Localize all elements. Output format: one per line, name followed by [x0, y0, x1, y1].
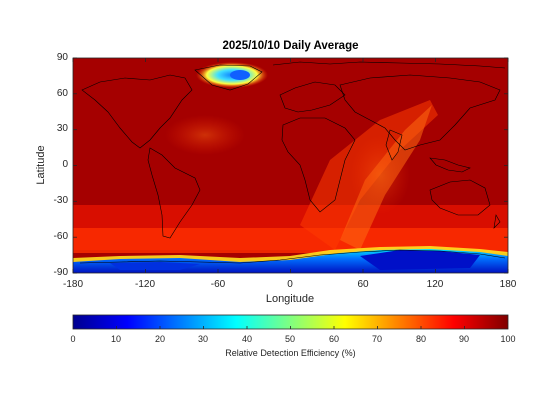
x-tick-label: -120: [134, 279, 155, 290]
x-tick-marks: [72, 58, 509, 273]
y-axis-label: Latitude: [35, 145, 47, 185]
colorbar: [73, 315, 508, 329]
colorbar-tick-label: 0: [70, 334, 76, 344]
x-tick-label: 60: [357, 279, 369, 290]
colorbar-tick-label: 90: [458, 334, 469, 344]
colorbar-tick-marks: [116, 326, 465, 329]
efficiency-field: [73, 58, 508, 273]
colorbar-tick-label: 10: [110, 334, 121, 344]
y-tick-label: 90: [56, 52, 68, 63]
colorbar-tick-label: 30: [197, 334, 208, 344]
x-tick-label: -180: [62, 279, 83, 290]
y-tick-label: 30: [56, 123, 68, 134]
x-tick-label: -60: [210, 279, 226, 290]
y-tick-marks: [73, 57, 508, 274]
colorbar-tick-label: 40: [241, 334, 252, 344]
colorbar-tick-label: 50: [284, 334, 295, 344]
x-tick-label: 0: [287, 279, 293, 290]
colorbar-tick-label: 20: [154, 334, 165, 344]
colorbar-tick-label: 70: [371, 334, 382, 344]
y-tick-label: -90: [53, 267, 68, 278]
x-tick-label: 180: [499, 279, 517, 290]
colorbar-tick-label: 60: [328, 334, 339, 344]
coastlines: [79, 61, 506, 264]
y-tick-label: -60: [53, 231, 68, 242]
x-axis-label: Longitude: [265, 293, 315, 305]
colorbar-tick-label: 100: [500, 334, 516, 344]
y-tick-label: 0: [62, 159, 68, 170]
colorbar-label: Relative Detection Efficiency (%): [225, 348, 356, 358]
y-tick-label: 60: [56, 88, 68, 99]
colorbar-tick-label: 80: [415, 334, 426, 344]
map-title: 2025/10/10 Daily Average: [222, 40, 359, 52]
y-tick-label: -30: [53, 195, 68, 206]
x-tick-label: 120: [426, 279, 444, 290]
